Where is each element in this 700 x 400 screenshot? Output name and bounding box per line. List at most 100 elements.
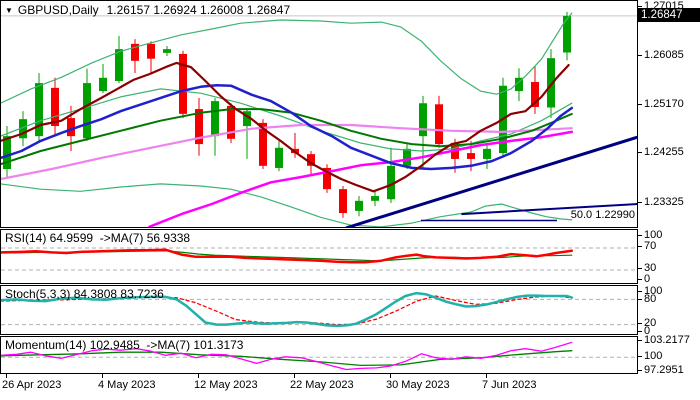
candle-body: [195, 109, 203, 145]
candles-layer: [3, 11, 571, 218]
stoch-k: [1, 291, 574, 328]
time-axis-tick: [6, 374, 7, 378]
candle-body: [275, 147, 283, 168]
date-label: 30 May 2023: [386, 379, 450, 391]
rsi-scale-label: 100: [644, 229, 663, 241]
price-tick-label: 1.27015: [644, 0, 684, 12]
stoch-scale-label: 20: [644, 317, 657, 329]
candle-body: [483, 148, 491, 159]
date-label: 22 May 2023: [290, 379, 354, 391]
rsi-title: RSI(14) 64.9599 ->MA(7) 56.9338: [5, 231, 191, 245]
trendlines: [345, 135, 637, 227]
bollinger-upper: [1, 12, 573, 104]
axis-tick: [638, 268, 642, 269]
candle-body: [371, 196, 379, 201]
momentum-scale-label: 103.2177: [644, 334, 690, 346]
axis-tick: [638, 279, 642, 280]
momentum-scale-label: 100: [644, 350, 663, 363]
price-tick-label: 1.23325: [644, 195, 684, 208]
rsi-scale-label: 0: [644, 273, 651, 285]
ma-slow-green: [1, 108, 573, 166]
candle-body: [387, 165, 395, 200]
ma-longest-magenta: [148, 130, 574, 227]
momentum-main: [1, 341, 573, 371]
candle-body: [3, 136, 11, 170]
candle-body: [51, 87, 59, 127]
date-label: 12 May 2023: [194, 379, 258, 391]
candle-body: [67, 118, 75, 137]
price-tick-label: 1.26085: [644, 49, 684, 62]
axis-tick: [638, 340, 642, 341]
ohlc-values: 1.26157 1.26924 1.26008 1.26847: [106, 3, 291, 17]
axis-tick: [638, 299, 642, 300]
axis-tick: [638, 356, 642, 358]
candle-body: [339, 189, 347, 214]
momentum-canvas[interactable]: [1, 337, 637, 373]
axis-tick: [638, 5, 642, 7]
price-axis[interactable]: 1.26847 1.27015 1.26085 1.25170 1.24255 1.23…: [638, 0, 700, 376]
collapse-triangle-icon[interactable]: ▼: [5, 6, 13, 15]
candle-body: [563, 15, 571, 53]
axis-tick: [638, 235, 642, 236]
stoch-scale-label: 80: [644, 293, 657, 305]
candle-body: [243, 111, 251, 127]
ma-long-violet: [1, 123, 573, 181]
axis-tick: [638, 370, 642, 371]
momentum-title: Momentum(14) 102.9485 ->MA(7) 101.3173: [5, 338, 244, 352]
ma-mid-blue: [1, 83, 574, 171]
candle-body: [19, 119, 27, 139]
candle-body: [307, 154, 315, 166]
rsi-panel: RSI(14) 64.9599 ->MA(7) 56.9338: [0, 229, 638, 284]
axis-tick: [638, 291, 642, 292]
time-axis-tick: [486, 374, 487, 378]
candle-body: [99, 77, 107, 92]
current-price-box: 1.26847: [638, 7, 700, 22]
candle-body: [403, 148, 411, 166]
ma-fast-maroon: [1, 61, 570, 193]
axis-tick: [638, 152, 642, 154]
momentum-ma: [1, 350, 573, 367]
time-axis-tick: [102, 374, 103, 378]
stochastic-panel: Stoch(5,3,3) 84.3808 83.7236: [0, 285, 638, 335]
candle-body: [227, 105, 235, 139]
date-label: 4 May 2023: [98, 379, 156, 391]
time-axis-tick: [294, 374, 295, 378]
axis-tick: [638, 246, 642, 247]
candle-body: [531, 82, 539, 107]
candle-body: [419, 103, 427, 137]
price-tick-label: 1.24255: [644, 146, 684, 159]
symbol-timeframe-label: GBPUSD,Daily: [17, 3, 99, 17]
candle-body: [163, 49, 171, 53]
date-label: 26 Apr 2023: [2, 379, 62, 391]
trendline-shallow: [461, 203, 637, 216]
candle-body: [259, 122, 267, 166]
candle-body: [35, 83, 43, 137]
time-axis[interactable]: 26 Apr 2023 4 May 2023 12 May 2023 22 May 2…: [0, 374, 700, 400]
date-label: 7 Jun 2023: [482, 379, 537, 391]
candle-body: [515, 77, 523, 92]
trendline-steep: [345, 135, 637, 227]
momentum-scale-label: 97.2951: [644, 364, 684, 376]
candle-body: [435, 104, 443, 145]
candle-body: [547, 58, 555, 108]
momentum-panel: Momentum(14) 102.9485 ->MA(7) 101.3173: [0, 336, 638, 374]
candle-body: [179, 53, 187, 114]
fib-50-label: 50.0 1.22990: [571, 209, 635, 221]
candle-body: [115, 49, 123, 81]
stochastic-canvas[interactable]: [1, 286, 637, 334]
rsi-scale-label: 70: [644, 240, 657, 252]
candle-body: [467, 153, 475, 159]
main-chart-panel: 50.0 1.22990 ▼ GBPUSD,Daily 1.26157 1.2692…: [0, 0, 638, 228]
price-chart-canvas[interactable]: 50.0 1.22990: [1, 1, 637, 227]
axis-tick: [638, 331, 642, 332]
rsi-scale-label: 30: [644, 262, 657, 274]
time-axis-tick: [390, 374, 391, 378]
axis-tick: [638, 103, 642, 105]
candle-body: [131, 43, 139, 61]
price-tick-label: 1.25170: [644, 97, 684, 110]
stoch-scale-label: 0: [644, 325, 651, 337]
stochastic-title: Stoch(5,3,3) 84.3808 83.7236: [5, 287, 164, 301]
chart-title: ▼ GBPUSD,Daily 1.26157 1.26924 1.26008 1.2…: [5, 3, 290, 17]
rsi-canvas[interactable]: [1, 230, 637, 283]
